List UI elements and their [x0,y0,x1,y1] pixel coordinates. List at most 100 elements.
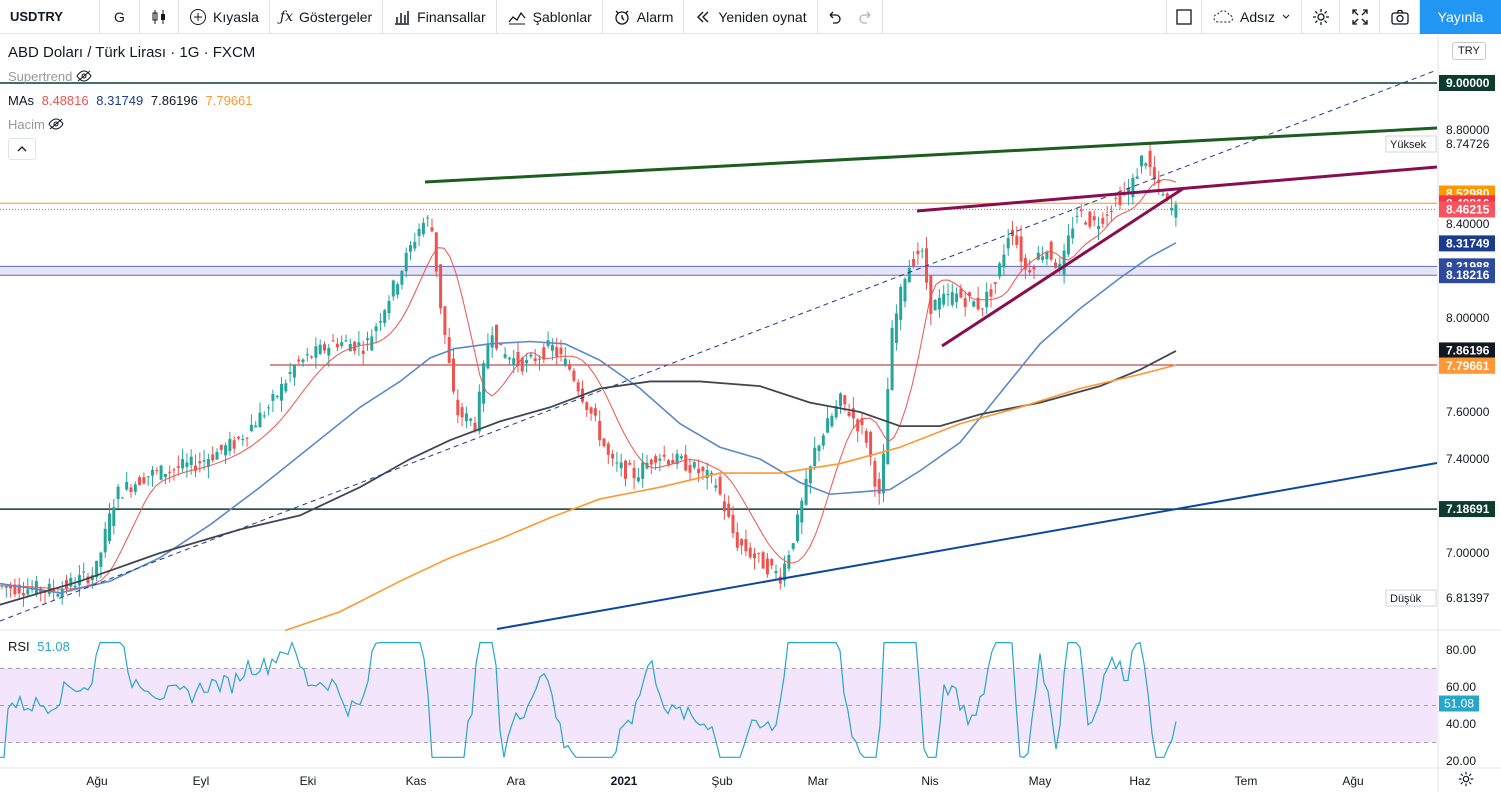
candle-body [348,343,352,352]
candle-body [675,453,679,465]
candle-body [851,408,855,419]
price-badge: 7.18691 [1439,501,1495,518]
ma-value-4: 7.79661 [205,93,253,108]
redo-button[interactable] [850,0,883,34]
candle-body [185,462,189,467]
snapshot-button[interactable] [1380,0,1420,34]
candle-body [843,395,847,405]
candle-body [301,359,305,363]
candle-body [1062,250,1066,275]
fx-icon: ƒx [279,8,293,25]
rsi-legend[interactable]: RSI 51.08 [8,639,70,654]
candle-body [907,267,911,283]
interval-button[interactable]: G [100,0,140,34]
candle-body [232,440,236,449]
chart-type-button[interactable] [140,0,179,34]
candle-body [318,344,322,354]
price-tick-label: 8.00000 [1446,311,1490,325]
publish-label: Yayınla [1437,8,1484,25]
candle-body [860,418,864,425]
candle-body [473,422,477,431]
candle-body [176,466,180,468]
candle-body [894,313,898,344]
candle-body [593,408,597,416]
candle-body [993,282,997,285]
financials-button[interactable]: Finansallar [383,0,497,34]
candle-body [856,419,860,432]
candle-body [602,438,606,447]
chevron-up-icon [17,140,27,158]
price-badge-bg [1439,501,1495,518]
candle-body [718,476,722,495]
candle-body [1127,188,1131,195]
support-band [0,266,1437,276]
layout-name-button[interactable]: Adsız [1202,0,1302,34]
axis-settings-button[interactable] [1457,770,1475,793]
indicators-button[interactable]: ƒx Göstergeler [270,0,384,34]
fullscreen-layout-button[interactable] [1165,0,1202,34]
candle-body [989,289,993,297]
price-tick-label: 7.00000 [1446,546,1490,560]
eye-hidden-icon[interactable] [48,117,65,132]
candle-body [1174,204,1178,218]
alert-button[interactable]: Alarm [603,0,685,34]
candle-body [1101,217,1105,224]
ma-fast-line [0,178,1177,590]
candle-body [237,436,240,439]
candle-body [1006,238,1010,249]
candle-body [267,407,271,409]
candle-body [507,357,511,360]
price-badge: 7.86196 [1439,342,1495,359]
high-marker-box [1385,135,1437,153]
candle-body [731,514,735,534]
candle-body [486,343,490,369]
candle-body [1041,256,1045,260]
candle-body [929,275,933,314]
replay-button[interactable]: Yeniden oynat [684,0,818,34]
candle-body [383,310,387,324]
time-axis-label: May [1029,774,1052,788]
templates-button[interactable]: Şablonlar [497,0,603,34]
settings-button[interactable] [1302,0,1340,34]
candle-body [959,288,963,298]
fullscreen-button[interactable] [1340,0,1380,34]
undo-button[interactable] [818,0,850,34]
publish-button[interactable]: Yayınla [1420,0,1501,34]
price-badge-label: 8.46215 [1446,202,1490,216]
eye-hidden-icon[interactable] [76,69,92,84]
candle-body [52,588,56,593]
candle-body [464,413,468,422]
candle-body [159,465,163,480]
candle-body [366,338,369,341]
price-tick-label: 7.60000 [1446,405,1490,419]
price-badge: 7.79661 [1439,357,1495,374]
collapse-legend-button[interactable] [8,138,36,160]
candle-body [998,263,1002,277]
price-badge-bg [1439,342,1495,359]
price-badge-label: 9.00000 [1446,76,1490,90]
candle-body [357,342,361,346]
candle-body [477,391,481,432]
high-marker-value: 8.74726 [1446,137,1490,151]
candle-body [624,460,627,479]
candle-body [335,343,339,348]
volume-legend[interactable]: Hacim [8,117,65,132]
symbol-search-button[interactable]: USDTRY [0,0,100,34]
candle-body [258,412,262,428]
candle-body [108,513,111,542]
candle-body [950,292,954,305]
ma-legend[interactable]: MAs 8.48816 8.31749 7.86196 7.79661 [8,93,253,108]
candle-body [774,571,778,574]
rsi-label: RSI [8,639,30,654]
candle-body [361,350,365,354]
time-axis-label: Kas [406,774,427,788]
currency-badge[interactable]: TRY [1452,42,1486,60]
supertrend-legend[interactable]: Supertrend [8,69,92,84]
dashed-trend-line [0,69,1438,622]
compare-button[interactable]: Kıyasla [179,0,270,34]
candle-body [912,259,916,267]
candle-body [1049,241,1053,260]
candle-body [460,407,464,418]
candle-body [516,351,520,365]
